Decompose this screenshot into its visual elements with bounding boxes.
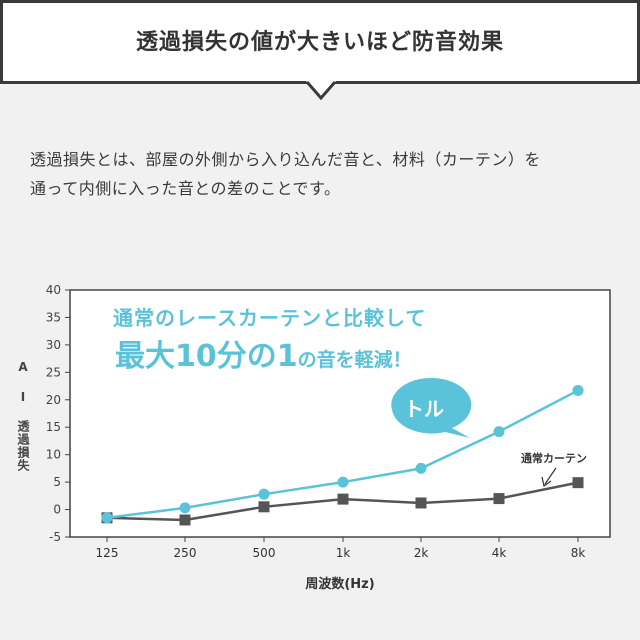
- x-tick-label: 1k: [336, 546, 351, 560]
- x-tick-label: 8k: [571, 546, 586, 560]
- x-tick-label: 2k: [414, 546, 429, 560]
- y-tick-label: 30: [46, 338, 61, 352]
- banner-pointer-icon: [306, 81, 336, 101]
- data-point-tolu: [572, 384, 584, 396]
- description: 透過損失とは、部屋の外側から入り込んだ音と、材料（カーテン）を 通って内側に入っ…: [30, 145, 615, 203]
- data-point-regular-curtain: [415, 497, 427, 509]
- regular-curtain-label: 通常カーテン: [521, 451, 587, 465]
- x-tick-label: 4k: [492, 546, 507, 560]
- annotation-fraction: 10分の1: [175, 339, 298, 374]
- data-point-tolu: [101, 512, 113, 524]
- data-point-regular-curtain: [337, 493, 349, 505]
- y-tick-label: 40: [46, 283, 61, 297]
- annotation-headline: 最大10分の1の音を軽減！: [115, 339, 412, 374]
- y-tick-label: 0: [53, 503, 61, 517]
- y-tick-label: 20: [46, 393, 61, 407]
- data-point-tolu: [337, 476, 349, 488]
- y-tick-label: 25: [46, 365, 61, 379]
- tolu-callout-bubble: [391, 377, 472, 438]
- y-tick-label: 5: [53, 475, 61, 489]
- data-point-tolu: [179, 502, 191, 514]
- x-tick-label: 125: [96, 546, 119, 560]
- y-tick-label: -5: [49, 530, 61, 544]
- y-tick-label: 10: [46, 448, 61, 462]
- x-axis-label: 周波数(Hz): [305, 576, 374, 592]
- header-banner: 透過損失の値が大きいほど防音効果: [0, 0, 640, 84]
- data-point-regular-curtain: [258, 501, 270, 513]
- data-point-tolu: [493, 426, 505, 438]
- regular-curtain-arrow: [544, 467, 557, 485]
- x-tick-label: 250: [174, 546, 197, 560]
- data-point-tolu: [258, 488, 270, 500]
- y-axis-label: A I 透過損失: [16, 360, 30, 472]
- annotation-reduce: の音を軽減！: [298, 348, 412, 371]
- annotation-max: 最大: [115, 339, 175, 374]
- data-point-regular-curtain: [179, 514, 191, 526]
- data-point-regular-curtain: [572, 477, 584, 489]
- description-line-2: 通って内側に入った音との差のことです。: [30, 179, 341, 198]
- arrow-head-icon: [541, 476, 552, 488]
- y-tick-label: 35: [46, 310, 61, 324]
- description-line-1: 透過損失とは、部屋の外側から入り込んだ音と、材料（カーテン）を: [30, 150, 541, 169]
- x-tick-label: 500: [253, 546, 276, 560]
- page-title: 透過損失の値が大きいほど防音効果: [135, 30, 504, 55]
- tolu-label: トル: [404, 397, 444, 421]
- data-point-tolu: [415, 462, 427, 474]
- y-tick-label: 15: [46, 420, 61, 434]
- data-point-regular-curtain: [493, 493, 505, 505]
- annotation-compare: 通常のレースカーテンと比較して: [113, 306, 426, 330]
